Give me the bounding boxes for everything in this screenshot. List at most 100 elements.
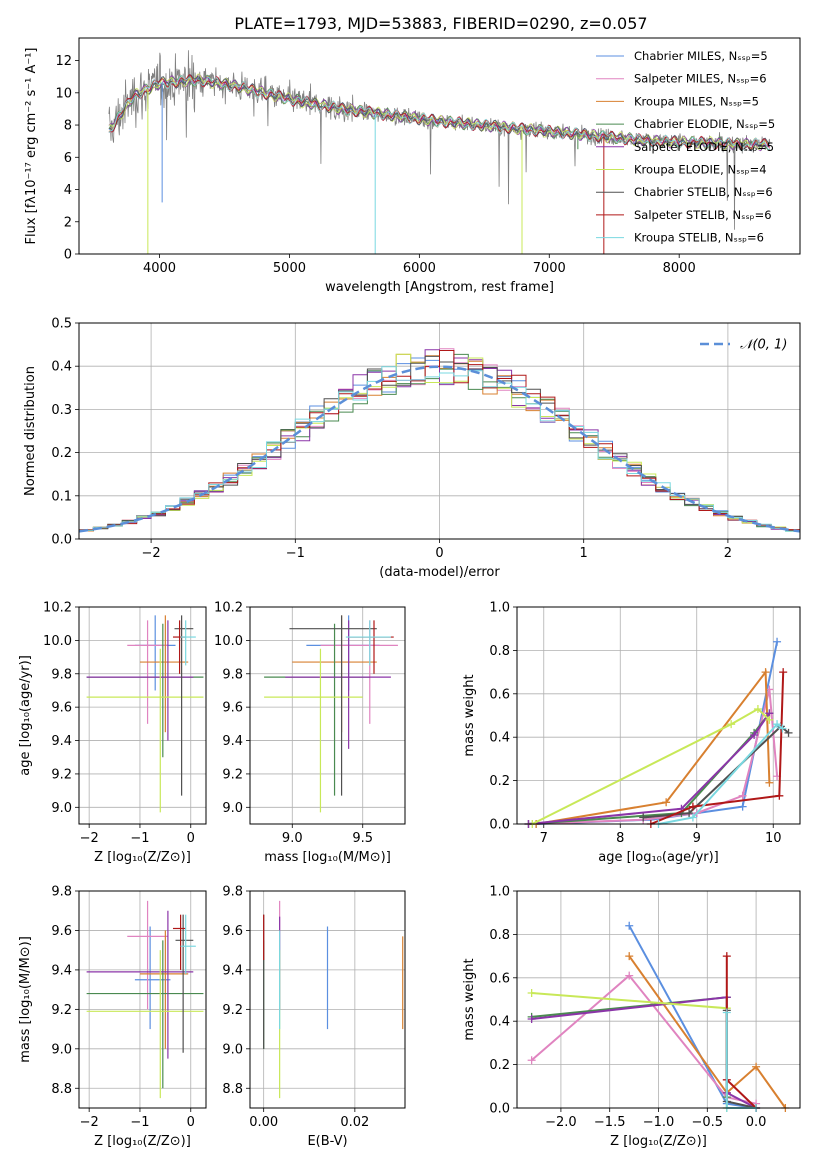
y-tick-label: 0.0 <box>51 533 72 548</box>
y-tick-label: 9.0 <box>222 1042 243 1057</box>
series-marker <box>765 778 774 787</box>
axes-frame <box>78 890 207 1109</box>
histogram-ke <box>79 353 800 532</box>
y-tick-label: 10 <box>55 86 72 101</box>
x-tick-label: 0 <box>187 831 195 846</box>
series-marker <box>738 802 747 811</box>
y-tick-label: 0.0 <box>489 1102 510 1117</box>
y-tick-label: 0.5 <box>51 317 72 332</box>
series-ce <box>527 993 731 1102</box>
y-tick-label: 6 <box>64 151 72 166</box>
y-tick-label: 9.2 <box>222 767 243 782</box>
legend-label: Salpeter STELIB, Nₛₛₚ=6 <box>634 208 772 222</box>
spectrum-marks <box>108 50 771 254</box>
y-tick-label: 9.0 <box>51 801 72 816</box>
y-tick-label: 0.6 <box>489 687 510 702</box>
series-line <box>628 955 787 1109</box>
x-axis-label: E(B-V) <box>307 1134 347 1149</box>
x-tick-label: 5000 <box>273 261 306 276</box>
axes-frame <box>78 37 801 255</box>
error-point-cm <box>134 926 171 1030</box>
age_vs_mass-panel: 9.0 9.5 9.0 9.2 9.4 9.6 9.8 10.0 10.2 mass [log₁₀… <box>214 601 406 865</box>
legend-entry: Kroupa STELIB, Nₛₛₚ=6 <box>596 231 764 245</box>
legend-entry: Kroupa MILES, Nₛₛₚ=5 <box>596 94 759 108</box>
gaussian-curve <box>78 365 801 533</box>
series-marker <box>688 813 697 822</box>
series-ke <box>528 704 774 828</box>
x-tick-label: 0 <box>187 1115 195 1130</box>
legend-label: Kroupa STELIB, Nₛₛₚ=6 <box>634 231 764 245</box>
series-line <box>528 712 771 825</box>
y-tick-label: 9.4 <box>222 734 243 749</box>
error-point-cm <box>306 615 380 691</box>
series-line <box>528 689 779 825</box>
legend-entry: Salpeter STELIB, Nₛₛₚ=6 <box>596 208 772 222</box>
y-tick-label: 9.2 <box>51 767 72 782</box>
series-km <box>532 668 774 828</box>
series-marker <box>685 809 694 818</box>
error-point-ks <box>180 914 196 974</box>
axes-frame <box>78 322 801 540</box>
y-tick-label: 4 <box>64 183 72 198</box>
y-tick-label: 10.2 <box>43 601 72 616</box>
y-axis-label: Flux [fλ10⁻¹⁷ erg cm⁻² s⁻¹ A⁻¹] <box>24 48 39 245</box>
y-tick-label: 10.0 <box>214 634 243 649</box>
y-tick-label: 8 <box>64 119 72 134</box>
error-point-se <box>86 910 194 1059</box>
y-tick-label: 10.0 <box>43 634 72 649</box>
x-tick-label: −1.0 <box>643 1115 675 1130</box>
y-tick-label: 9.4 <box>51 734 72 749</box>
x-tick-label: 4000 <box>143 261 176 276</box>
massweight_vs_age-panel: 7 8 9 10 0.0 0.2 0.4 0.6 0.8 1.0 age [log₁₀(age/yr… <box>462 601 801 865</box>
series-ks <box>722 1008 761 1112</box>
y-tick-label: 8.8 <box>222 1082 243 1097</box>
axes-frame <box>78 606 207 825</box>
x-tick-label: −1 <box>130 1115 149 1130</box>
y-tick-label: 0.4 <box>489 731 510 746</box>
error-point-ce <box>264 623 370 796</box>
x-tick-label: −2 <box>80 1115 99 1130</box>
y-tick-label: 9.8 <box>222 667 243 682</box>
massweight_vs_Z-marks <box>527 921 790 1112</box>
error-point-ks <box>180 620 196 666</box>
series-marker <box>727 720 736 729</box>
x-tick-label: 2 <box>724 546 732 561</box>
y-tick-label: 9.0 <box>51 1042 72 1057</box>
x-tick-label: −2 <box>80 831 99 846</box>
y-tick-label: 0.4 <box>489 1015 510 1030</box>
series-marker <box>773 720 782 729</box>
series-line <box>658 722 784 825</box>
y-tick-label: 9.6 <box>51 924 72 939</box>
x-tick-label: 10 <box>765 831 782 846</box>
series-marker <box>778 724 787 733</box>
series-marker <box>775 791 784 800</box>
legend-entry: Chabrier ELODIE, Nₛₛₚ=5 <box>596 117 775 131</box>
y-tick-label: 9.4 <box>222 963 243 978</box>
series-marker <box>625 921 634 930</box>
y-tick-label: 9.6 <box>222 924 243 939</box>
model-spectrum-se <box>108 73 771 152</box>
error-point-sm <box>127 900 168 1010</box>
x-axis-label: Z [log₁₀(Z/Z⊙)] <box>94 850 191 865</box>
legend-entry: Chabrier STELIB, Nₛₛₚ=6 <box>596 185 773 199</box>
legend-entry: Salpeter ELODIE, Nₛₛₚ=5 <box>596 140 774 154</box>
legend-label: Kroupa ELODIE, Nₛₛₚ=4 <box>634 163 767 177</box>
x-tick-label: 8000 <box>663 261 696 276</box>
mass_vs_Z-marks <box>86 900 204 1099</box>
series-marker <box>625 952 634 961</box>
series-marker <box>752 1062 761 1071</box>
model-spectrum-ke <box>108 73 771 151</box>
massweight_vs_Z-panel: −2.0 −1.5 −1.0 −0.5 0.0 0.0 0.2 0.4 0.6 0.8 1.0 Z [… <box>462 885 801 1149</box>
series-marker <box>773 637 782 646</box>
error-point-cs <box>175 914 194 1053</box>
series-marker <box>688 802 697 811</box>
mass_vs_Z-panel: −2 −1 0 8.8 9.0 9.2 9.4 9.6 9.8 Z [log₁₀(Z/Z⊙)] ma… <box>18 885 207 1149</box>
spectrum-title: PLATE=1793, MJD=53883, FIBERID=0290, z=0… <box>234 14 647 33</box>
x-axis-label: mass [log₁₀(M/M⊙)] <box>264 850 391 865</box>
mass_vs_ebv-marks <box>263 900 404 1099</box>
legend-entry: 𝒩(0, 1) <box>700 338 787 353</box>
axes-frame <box>249 890 406 1109</box>
y-tick-label: 0.8 <box>489 644 510 659</box>
series-marker <box>750 731 759 740</box>
x-tick-label: −2 <box>142 546 161 561</box>
